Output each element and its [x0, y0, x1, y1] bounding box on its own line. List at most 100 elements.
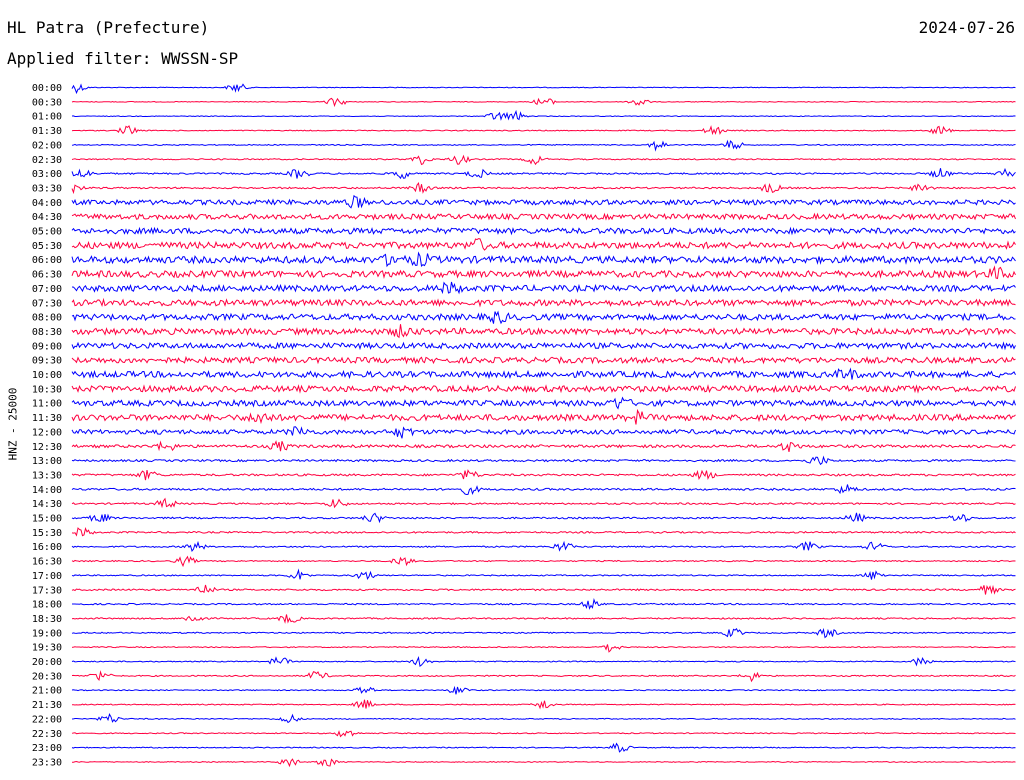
row-time-label: 22:00 [32, 714, 62, 725]
row-time-label: 14:00 [32, 485, 62, 496]
trace-line [71, 324, 1016, 339]
row-time-label: 23:30 [32, 757, 62, 768]
trace-line [71, 367, 1016, 380]
filter-label: Applied filter: WWSSN-SP [7, 49, 239, 68]
row-time-label: 15:30 [32, 528, 62, 539]
trace-line [71, 584, 1016, 595]
date-label: 2024-07-26 [918, 18, 1015, 37]
trace-line [71, 426, 1016, 439]
trace-line [71, 526, 1016, 537]
trace-line [71, 484, 1016, 495]
trace-line [71, 396, 1016, 410]
row-time-label: 07:30 [32, 298, 62, 309]
trace-line [71, 265, 1016, 280]
trace-line [71, 139, 1016, 152]
trace-line [71, 699, 1016, 710]
trace-line [71, 125, 1016, 136]
trace-line [71, 555, 1016, 568]
trace-line [71, 713, 1016, 724]
row-time-label: 09:30 [32, 356, 62, 367]
trace-line [71, 440, 1016, 453]
trace-line [71, 598, 1016, 610]
row-time-label: 18:30 [32, 614, 62, 625]
row-time-label: 08:00 [32, 313, 62, 324]
row-time-label: 19:30 [32, 643, 62, 654]
trace-line [71, 341, 1016, 351]
row-time-label: 20:00 [32, 657, 62, 668]
trace-line [71, 281, 1016, 295]
trace-line [71, 310, 1016, 325]
trace-line [71, 251, 1016, 268]
trace-line [71, 297, 1016, 308]
trace-line [71, 540, 1016, 553]
row-time-label: 18:00 [32, 600, 62, 611]
row-time-label: 13:30 [32, 470, 62, 481]
row-time-label: 16:00 [32, 542, 62, 553]
row-time-label: 02:30 [32, 155, 62, 166]
row-time-label: 21:00 [32, 686, 62, 697]
row-time-label: 02:00 [32, 140, 62, 151]
row-time-label: 01:30 [32, 126, 62, 137]
trace-line [71, 167, 1016, 180]
trace-line [71, 109, 1016, 121]
trace-line [71, 355, 1016, 365]
row-time-label: 20:30 [32, 671, 62, 682]
row-time-label: 16:30 [32, 557, 62, 568]
station-title: HL Patra (Prefecture) [7, 18, 210, 37]
trace-line [71, 670, 1016, 683]
row-time-label: 00:00 [32, 83, 62, 94]
row-time-label: 23:00 [32, 743, 62, 754]
trace-line [71, 384, 1016, 394]
row-time-label: 03:30 [32, 183, 62, 194]
trace-line [71, 614, 1016, 624]
row-time-label: 05:30 [32, 241, 62, 252]
trace-line [71, 97, 1016, 108]
row-time-label: 06:00 [32, 255, 62, 266]
trace-line [71, 194, 1016, 209]
trace-line [71, 758, 1016, 768]
row-time-label: 08:30 [32, 327, 62, 338]
trace-line [71, 655, 1016, 668]
row-time-label: 17:00 [32, 571, 62, 582]
trace-line [71, 408, 1016, 425]
row-time-label: 10:30 [32, 384, 62, 395]
row-time-label: 10:00 [32, 370, 62, 381]
trace-line [71, 238, 1016, 251]
row-time-label: 13:00 [32, 456, 62, 467]
trace-line [71, 685, 1016, 695]
row-time-label: 12:00 [32, 427, 62, 438]
row-time-label: 09:00 [32, 341, 62, 352]
row-time-label: 03:00 [32, 169, 62, 180]
trace-line [71, 455, 1016, 466]
trace-line [71, 226, 1016, 236]
row-time-label: 11:30 [32, 413, 62, 424]
row-time-label: 17:30 [32, 585, 62, 596]
row-time-label: 19:00 [32, 628, 62, 639]
trace-line [71, 742, 1016, 753]
row-time-label: 01:00 [32, 112, 62, 123]
trace-line [71, 83, 1016, 95]
trace-line [71, 182, 1016, 195]
trace-line [71, 512, 1016, 524]
row-time-label: 06:30 [32, 270, 62, 281]
trace-line [71, 644, 1016, 653]
row-time-label: 00:30 [32, 97, 62, 108]
trace-line [71, 730, 1016, 738]
row-time-label: 14:30 [32, 499, 62, 510]
row-time-label: 15:00 [32, 514, 62, 525]
row-time-label: 07:00 [32, 284, 62, 295]
trace-line [71, 568, 1016, 580]
row-time-label: 12:30 [32, 442, 62, 453]
trace-line [71, 212, 1016, 221]
row-time-label: 05:00 [32, 227, 62, 238]
trace-line [71, 497, 1016, 509]
trace-line [71, 627, 1016, 639]
row-time-label: 04:30 [32, 212, 62, 223]
trace-line [71, 154, 1016, 166]
row-time-label: 21:30 [32, 700, 62, 711]
row-time-label: 22:30 [32, 729, 62, 740]
row-time-label: 04:00 [32, 198, 62, 209]
trace-line [71, 469, 1016, 481]
row-time-label: 11:00 [32, 399, 62, 410]
